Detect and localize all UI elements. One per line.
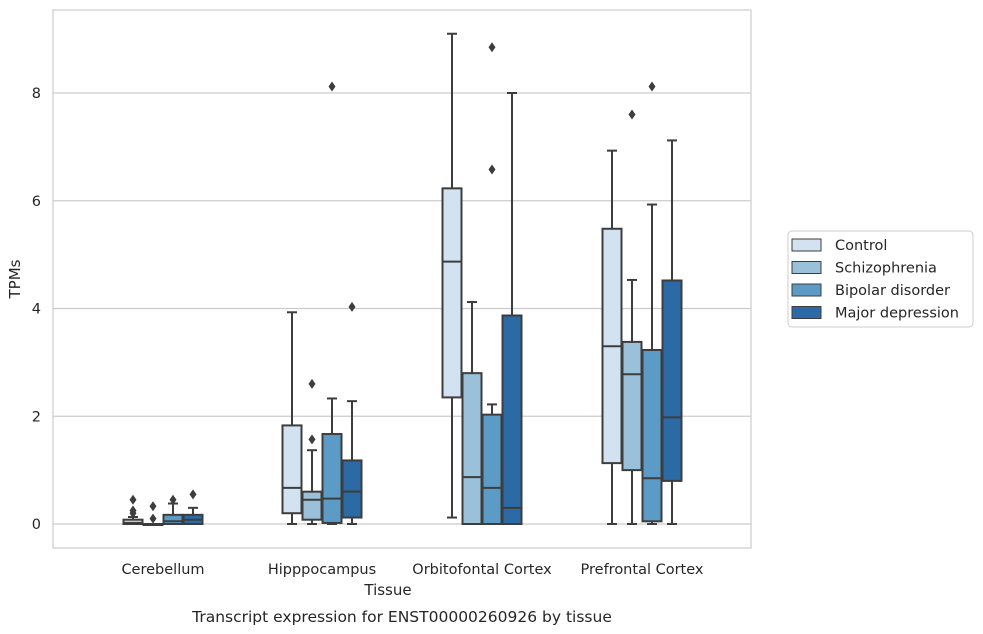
- legend-swatch: [791, 238, 822, 252]
- legend-swatch: [791, 261, 822, 274]
- outlier-point: [628, 109, 636, 120]
- y-tick-label: 4: [32, 302, 41, 318]
- box-control: [601, 149, 623, 525]
- box: [341, 459, 363, 519]
- outlier-point: [189, 489, 197, 500]
- box-control: [441, 32, 463, 519]
- x-tick-label: Prefrontal Cortex: [581, 562, 704, 578]
- plot-area-border: [52, 9, 752, 549]
- legend-swatch: [791, 283, 822, 297]
- legend-label: Bipolar disorder: [835, 283, 950, 299]
- y-tick-label: 6: [32, 194, 41, 210]
- x-tick-label: Hipppocampus: [268, 562, 376, 578]
- box: [441, 187, 463, 399]
- box-schizophrenia: [142, 501, 164, 526]
- legend-label: Schizophrenia: [835, 261, 937, 277]
- x-tick-label: Cerebellum: [121, 562, 204, 578]
- legend-label: Major depression: [835, 306, 959, 322]
- box-major-depression: [182, 489, 204, 525]
- box: [461, 372, 483, 525]
- box-control: [122, 494, 144, 526]
- y-tick-label: 8: [32, 86, 41, 102]
- outlier-point: [129, 505, 137, 516]
- legend-frame: [787, 230, 974, 328]
- outlier-point: [308, 434, 316, 445]
- x-tick-label: Orbitofontal Cortex: [412, 562, 552, 578]
- box-control: [281, 311, 303, 525]
- box: [661, 279, 683, 482]
- outlier-point: [488, 164, 496, 175]
- box-major-depression: [661, 139, 683, 525]
- outlier-point: [129, 494, 137, 505]
- y-tick-labels: 0 2 4 6 8: [32, 86, 41, 533]
- box: [641, 348, 663, 523]
- box: [301, 490, 323, 521]
- outlier-point: [488, 42, 496, 53]
- x-tick-labels: Cerebellum Hipppocampus Orbitofontal Corte…: [121, 562, 703, 578]
- box-major-depression: [501, 92, 523, 525]
- x-axis-label: Tissue: [363, 581, 411, 599]
- outlier-point: [328, 81, 336, 92]
- outlier-point: [169, 494, 177, 505]
- legend-swatch: [791, 306, 822, 319]
- legend: Control Schizophrenia Bipolar disorder Majo…: [787, 230, 974, 328]
- box: [122, 518, 144, 526]
- y-tick-label: 0: [32, 517, 41, 533]
- y-axis-label: TPMs: [6, 259, 24, 299]
- box-bipolar-disorder: [321, 81, 343, 525]
- box-plots: [122, 32, 683, 526]
- box-major-depression: [341, 301, 363, 525]
- box: [321, 433, 343, 524]
- box: [281, 424, 303, 515]
- figure-caption: Transcript expression for ENST0000026092…: [191, 608, 612, 626]
- outlier-point: [648, 81, 656, 92]
- outlier-point: [308, 378, 316, 389]
- outlier-point: [149, 501, 157, 512]
- box: [621, 340, 643, 472]
- outlier-point: [348, 301, 356, 312]
- y-tick-label: 2: [32, 409, 41, 425]
- box: [501, 314, 523, 525]
- outlier-point: [149, 513, 157, 524]
- box: [162, 513, 184, 525]
- box-bipolar-disorder: [641, 81, 663, 525]
- legend-label: Control: [835, 238, 887, 254]
- box: [481, 413, 503, 526]
- box-bipolar-disorder: [162, 494, 184, 525]
